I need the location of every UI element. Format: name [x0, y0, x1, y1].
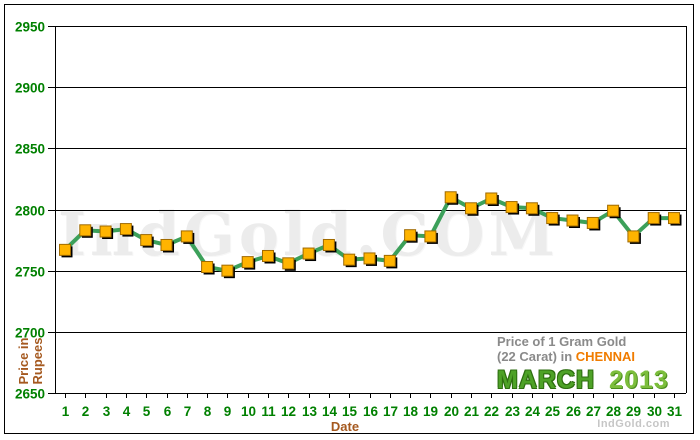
x-axis-label-30: 30 [647, 404, 662, 419]
x-axis-label-25: 25 [545, 404, 561, 419]
x-axis-label-13: 13 [302, 404, 318, 419]
data-point-day-12 [282, 257, 295, 270]
data-point-day-20 [444, 191, 457, 204]
data-point-day-27 [586, 216, 599, 229]
x-axis-label-31: 31 [667, 404, 683, 419]
x-axis-label-6: 6 [164, 404, 172, 419]
caption-month: MARCH [497, 366, 596, 394]
data-point-day-26 [566, 214, 579, 227]
data-point-day-17 [383, 254, 396, 267]
x-axis-label-18: 18 [403, 404, 419, 419]
data-point-day-3 [99, 225, 112, 238]
data-point-day-10 [241, 256, 254, 269]
data-point-day-23 [505, 201, 518, 214]
caption-line2: (22 Carat) in CHENNAI [497, 349, 682, 364]
x-axis-label-20: 20 [444, 404, 459, 419]
data-point-day-28 [607, 204, 620, 217]
x-axis-label-27: 27 [586, 404, 601, 419]
y-axis-title-line1: Price in [16, 337, 31, 385]
x-axis-label-1: 1 [62, 404, 70, 419]
y-axis-label-2850: 2850 [15, 142, 45, 157]
caption-year: 2013 [609, 366, 669, 394]
x-axis-label-12: 12 [281, 404, 296, 419]
data-point-day-8 [201, 260, 214, 273]
y-axis-label-2750: 2750 [15, 265, 45, 280]
x-axis-label-2: 2 [82, 404, 90, 419]
x-axis-label-14: 14 [322, 404, 338, 419]
data-point-day-29 [627, 230, 640, 243]
y-axis-label-2700: 2700 [15, 326, 45, 341]
x-axis-label-16: 16 [363, 404, 379, 419]
x-axis-label-17: 17 [383, 404, 398, 419]
data-point-day-19 [424, 230, 437, 243]
x-axis-label-8: 8 [204, 404, 212, 419]
data-point-day-30 [647, 212, 660, 225]
data-point-day-16 [363, 252, 376, 265]
data-point-day-4 [119, 223, 132, 236]
x-axis-label-28: 28 [606, 404, 622, 419]
x-axis-label-3: 3 [103, 404, 111, 419]
data-point-day-1 [59, 243, 71, 256]
data-point-day-21 [465, 202, 477, 215]
x-axis-label-7: 7 [184, 404, 192, 419]
y-axis-label-2800: 2800 [15, 204, 45, 219]
y-axis-title: Price in Rupees [16, 320, 47, 402]
caption-month-year: MARCH 2013 [497, 367, 682, 393]
x-axis-label-10: 10 [241, 404, 256, 419]
data-point-day-18 [404, 229, 417, 242]
y-axis-label-2900: 2900 [15, 81, 45, 96]
data-point-day-7 [180, 230, 193, 243]
data-point-day-13 [302, 247, 315, 260]
chart-caption: Price of 1 Gram Gold (22 Carat) in CHENN… [497, 334, 682, 393]
x-axis-label-9: 9 [224, 404, 232, 419]
x-axis-label-29: 29 [626, 404, 641, 419]
data-point-day-22 [485, 192, 498, 205]
caption-city: CHENNAI [575, 349, 635, 364]
data-point-day-9 [221, 264, 234, 277]
x-axis-label-15: 15 [342, 404, 358, 419]
data-point-day-2 [79, 224, 92, 237]
site-credit: IndGold.com [597, 418, 670, 430]
x-axis-label-23: 23 [505, 404, 521, 419]
x-axis-label-5: 5 [143, 404, 151, 419]
x-axis-label-11: 11 [261, 404, 276, 419]
x-axis-label-21: 21 [464, 404, 480, 419]
y-axis-label-2950: 2950 [15, 20, 45, 35]
chart-outer-border [4, 4, 694, 434]
x-axis-label-19: 19 [423, 404, 438, 419]
caption-line1: Price of 1 Gram Gold [497, 334, 627, 349]
x-axis-label-22: 22 [484, 404, 499, 419]
x-axis-title: Date [330, 419, 360, 434]
data-point-day-11 [262, 249, 274, 262]
x-axis-label-24: 24 [525, 404, 541, 419]
x-axis-label-4: 4 [123, 404, 131, 419]
data-point-day-24 [525, 202, 538, 215]
data-point-day-14 [322, 238, 335, 251]
data-point-day-15 [343, 253, 356, 266]
data-point-day-6 [160, 238, 173, 251]
data-point-day-25 [546, 212, 559, 225]
y-axis-label-2650: 2650 [15, 387, 45, 402]
caption-line2-prefix: (22 Carat) in [497, 349, 576, 364]
x-axis-label-26: 26 [566, 404, 582, 419]
data-point-day-5 [140, 234, 153, 247]
data-point-day-31 [668, 212, 680, 225]
y-axis-title-line2: Rupees [30, 337, 45, 385]
